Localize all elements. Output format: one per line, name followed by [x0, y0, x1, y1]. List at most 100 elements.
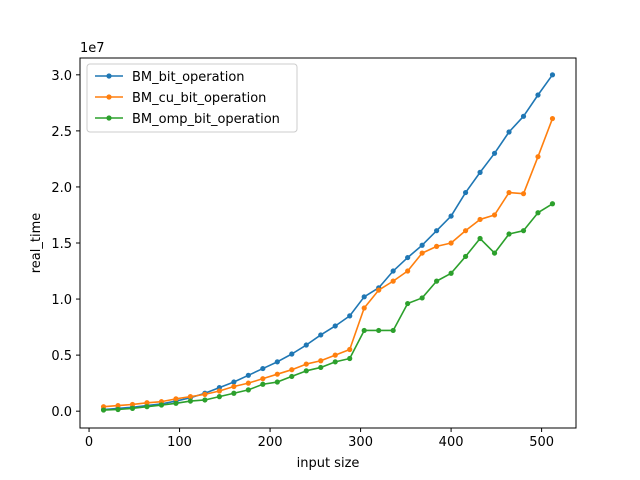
- data-point-bm-omp-bit-operation: [390, 327, 396, 334]
- data-point-bm-omp-bit-operation: [115, 406, 121, 413]
- legend-label-bm-cu-bit-operation: BM_cu_bit_operation: [132, 91, 266, 106]
- x-tick-label: 400: [439, 435, 464, 450]
- y-tick-label: 1.0: [51, 293, 72, 308]
- data-point-bm-omp-bit-operation: [434, 278, 440, 284]
- data-point-bm-cu-bit-operation: [405, 268, 411, 274]
- x-axis-title: input size: [297, 456, 360, 471]
- y-axis: 0.0 0.5 1.0 1.5 2.0 2.5 3.0: [51, 69, 80, 420]
- data-point-bm-omp-bit-operation: [549, 201, 556, 207]
- y-tick-label: 1.5: [51, 237, 72, 252]
- data-point-bm-cu-bit-operation: [448, 240, 454, 246]
- data-point-bm-omp-bit-operation: [260, 381, 266, 387]
- data-point-bm-cu-bit-operation: [245, 380, 251, 386]
- data-point-bm-omp-bit-operation: [274, 379, 280, 385]
- legend-marker-bm-bit-operation: [106, 73, 112, 79]
- series-layer: [100, 72, 556, 413]
- data-point-bm-cu-bit-operation: [462, 228, 469, 234]
- data-point-bm-bit-operation: [535, 92, 541, 98]
- x-tick-label: 0: [85, 435, 93, 450]
- data-point-bm-bit-operation: [303, 342, 309, 348]
- data-point-bm-bit-operation: [506, 129, 512, 135]
- legend-box: [86, 63, 298, 133]
- data-point-bm-cu-bit-operation: [419, 250, 425, 256]
- data-point-bm-bit-operation: [318, 332, 324, 338]
- data-point-bm-omp-bit-operation: [491, 250, 498, 256]
- data-point-bm-cu-bit-operation: [274, 371, 280, 377]
- data-point-bm-cu-bit-operation: [434, 243, 440, 249]
- data-point-bm-omp-bit-operation: [361, 327, 367, 334]
- data-point-bm-cu-bit-operation: [202, 391, 208, 397]
- data-point-bm-cu-bit-operation: [289, 367, 295, 373]
- data-point-bm-bit-operation: [347, 313, 353, 319]
- data-point-bm-omp-bit-operation: [318, 364, 324, 371]
- legend-label-bm-omp-bit-operation: BM_omp_bit_operation: [132, 112, 280, 127]
- data-point-bm-bit-operation: [289, 351, 295, 357]
- data-point-bm-omp-bit-operation: [245, 387, 251, 393]
- data-point-bm-cu-bit-operation: [535, 154, 541, 160]
- data-point-bm-cu-bit-operation: [318, 358, 324, 364]
- data-point-bm-bit-operation: [477, 169, 483, 175]
- data-point-bm-cu-bit-operation: [129, 401, 136, 408]
- data-point-bm-cu-bit-operation: [187, 394, 194, 400]
- data-point-bm-cu-bit-operation: [303, 361, 309, 367]
- data-point-bm-bit-operation: [448, 213, 454, 219]
- data-point-bm-cu-bit-operation: [520, 191, 527, 197]
- data-point-bm-bit-operation: [231, 379, 237, 385]
- data-point-bm-omp-bit-operation: [187, 398, 194, 404]
- data-point-bm-bit-operation: [361, 294, 367, 300]
- y-tick-label: 2.5: [51, 125, 72, 140]
- data-point-bm-bit-operation: [390, 268, 396, 274]
- data-point-bm-cu-bit-operation: [549, 115, 556, 122]
- legend: BM_bit_operation BM_cu_bit_operation BM_om…: [86, 63, 298, 133]
- legend-marker-bm-omp-bit-operation: [106, 115, 112, 121]
- data-point-bm-bit-operation: [332, 323, 338, 329]
- data-point-bm-omp-bit-operation: [216, 394, 222, 400]
- data-point-bm-omp-bit-operation: [520, 228, 527, 234]
- data-point-bm-bit-operation: [419, 242, 425, 248]
- data-point-bm-omp-bit-operation: [347, 355, 353, 362]
- data-point-bm-omp-bit-operation: [332, 359, 338, 365]
- data-point-bm-cu-bit-operation: [115, 402, 121, 409]
- data-point-bm-bit-operation: [274, 359, 280, 365]
- data-point-bm-omp-bit-operation: [158, 402, 165, 408]
- data-point-bm-bit-operation: [405, 254, 411, 261]
- data-point-bm-omp-bit-operation: [202, 397, 208, 403]
- y-offset-label: 1e7: [80, 41, 105, 56]
- y-tick-label: 0.0: [51, 405, 72, 420]
- data-point-bm-omp-bit-operation: [376, 327, 382, 334]
- data-point-bm-cu-bit-operation: [216, 388, 222, 394]
- data-point-bm-bit-operation: [520, 113, 527, 119]
- data-point-bm-omp-bit-operation: [405, 300, 411, 307]
- y-tick-label: 0.5: [51, 349, 72, 364]
- x-tick-label: 300: [348, 435, 373, 450]
- data-point-bm-bit-operation: [260, 365, 266, 372]
- data-point-bm-omp-bit-operation: [231, 390, 237, 396]
- data-point-bm-omp-bit-operation: [129, 405, 136, 411]
- y-tick-label: 3.0: [51, 69, 72, 84]
- data-point-bm-omp-bit-operation: [506, 231, 512, 237]
- data-point-bm-omp-bit-operation: [144, 404, 150, 410]
- legend-label-bm-bit-operation: BM_bit_operation: [132, 70, 245, 85]
- data-point-bm-cu-bit-operation: [144, 400, 150, 406]
- data-point-bm-bit-operation: [549, 72, 556, 78]
- data-point-bm-cu-bit-operation: [477, 216, 483, 223]
- x-tick-label: 100: [167, 435, 192, 450]
- data-point-bm-bit-operation: [491, 150, 498, 156]
- data-point-bm-bit-operation: [434, 228, 440, 234]
- data-point-bm-omp-bit-operation: [419, 295, 425, 301]
- x-tick-label: 200: [258, 435, 283, 450]
- legend-marker-bm-cu-bit-operation: [106, 94, 112, 100]
- data-point-bm-omp-bit-operation: [477, 235, 483, 242]
- data-point-bm-omp-bit-operation: [448, 270, 454, 276]
- y-tick-label: 2.0: [51, 181, 72, 196]
- data-point-bm-omp-bit-operation: [462, 253, 469, 260]
- data-point-bm-bit-operation: [245, 372, 251, 378]
- data-point-bm-cu-bit-operation: [332, 352, 338, 358]
- data-point-bm-cu-bit-operation: [390, 278, 396, 284]
- x-axis: 0 100 200 300 400 500: [85, 428, 554, 450]
- data-point-bm-omp-bit-operation: [535, 210, 541, 216]
- data-point-bm-omp-bit-operation: [303, 368, 309, 374]
- data-point-bm-cu-bit-operation: [361, 305, 367, 311]
- data-point-bm-cu-bit-operation: [260, 376, 266, 382]
- x-tick-label: 500: [529, 435, 554, 450]
